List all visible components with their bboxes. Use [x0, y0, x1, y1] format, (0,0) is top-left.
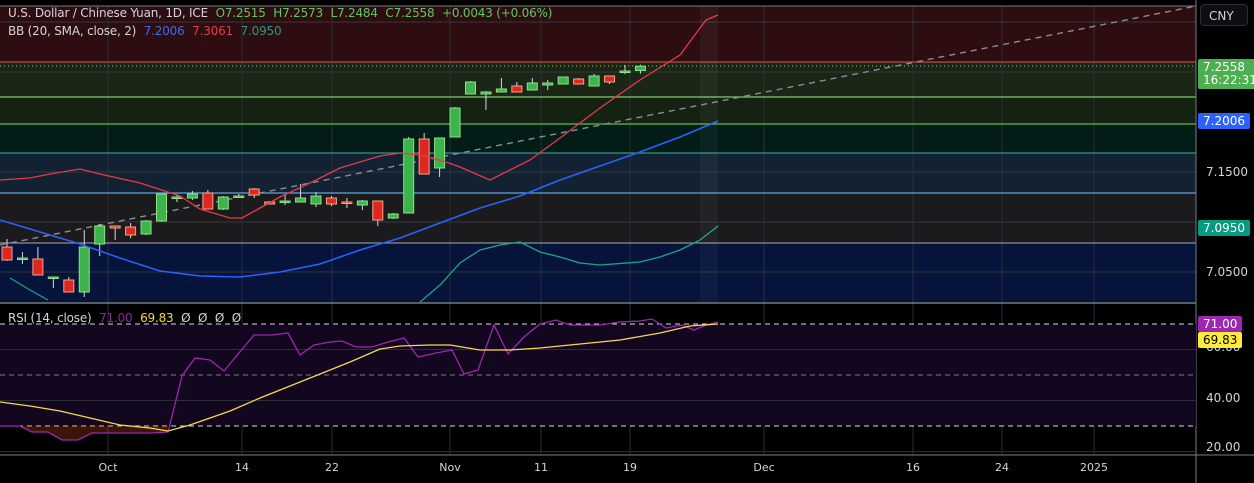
candle [47, 276, 59, 279]
price-zone-band [0, 193, 1196, 243]
rsi-tag: 71.00 [1198, 316, 1243, 332]
candle [495, 88, 507, 93]
candle [573, 78, 585, 85]
bb-basis-tag: 7.2006 [1198, 113, 1250, 129]
rsi-value: 71.00 [99, 311, 133, 325]
rsi-extra-4: Ø [231, 311, 241, 325]
currency-button[interactable]: CNY [1200, 4, 1248, 26]
candle [542, 82, 554, 86]
candle [217, 196, 229, 210]
candle [63, 279, 75, 293]
candle [125, 226, 137, 236]
price-zone-band [0, 153, 1196, 193]
symbol-legend: U.S. Dollar / Chinese Yuan, 1D, ICE O7.2… [8, 6, 556, 20]
candle [140, 220, 152, 235]
rsi-extra-3: Ø [214, 311, 225, 325]
price-tick-7-05: 7.0500 [1206, 265, 1248, 279]
time-tick-22: 22 [325, 461, 339, 474]
time-tick-14: 14 [235, 461, 249, 474]
time-tick-19: 19 [623, 461, 637, 474]
candle [78, 246, 90, 293]
rsi-line [0, 318, 719, 441]
candle [588, 75, 600, 87]
candle [511, 85, 523, 93]
price-zone-band [0, 97, 1196, 124]
bar-countdown: 16:22:31 [1203, 73, 1254, 87]
open-value: O7.2515 [215, 6, 266, 20]
candle [480, 91, 492, 95]
price-zone-band [0, 124, 1196, 153]
rsi-extra-2: Ø [197, 311, 208, 325]
time-tick-16: 16 [906, 461, 920, 474]
bb-label: BB (20, SMA, close, 2) [8, 24, 137, 38]
candle [32, 258, 44, 276]
candle [156, 193, 167, 222]
close-value: C7.2558 [385, 6, 435, 20]
bb-legend[interactable]: BB (20, SMA, close, 2) 7.2006 7.3061 7.0… [8, 24, 285, 38]
candle [434, 137, 446, 169]
candle [526, 82, 538, 91]
rsi-tick-20: 20.00 [1206, 440, 1241, 454]
candle [186, 193, 198, 199]
bb-upper-line [0, 14, 719, 219]
candle [171, 196, 183, 199]
bb-basis-line [0, 120, 719, 278]
candle [604, 75, 616, 83]
rsi-ma-tag: 69.83 [1198, 332, 1243, 348]
candle [372, 200, 384, 221]
bb-lower-value: 7.0950 [240, 24, 282, 38]
rsi-tick-40: 40.00 [1206, 391, 1241, 405]
candle [202, 192, 214, 210]
price-zone-band [0, 6, 1196, 62]
candle [634, 65, 646, 71]
symbol-title: U.S. Dollar / Chinese Yuan, 1D, ICE [8, 6, 208, 20]
candle [248, 188, 260, 196]
rsi-legend[interactable]: RSI (14, close) 71.00 69.83 Ø Ø Ø Ø [8, 311, 245, 325]
candle [233, 195, 245, 198]
last-price-value: 7.2558 [1203, 60, 1245, 74]
candle [449, 107, 461, 138]
rsi-label: RSI (14, close) [8, 311, 92, 325]
time-tick-2025: 2025 [1080, 461, 1108, 474]
price-tick-7-15: 7.1500 [1206, 165, 1248, 179]
candle [387, 213, 399, 219]
candle [465, 81, 476, 95]
bb-lower-line [419, 225, 719, 303]
candle [295, 197, 307, 203]
candle [403, 138, 415, 214]
bb-upper-value: 7.3061 [192, 24, 233, 38]
candle [325, 197, 337, 205]
candle [109, 225, 121, 229]
candle [619, 70, 631, 73]
time-tick-24: 24 [995, 461, 1009, 474]
change-value: +0.0043 (+0.06%) [442, 6, 553, 20]
candle [310, 195, 322, 205]
time-tick-11: 11 [534, 461, 548, 474]
bb-lower-tag: 7.0950 [1198, 220, 1250, 236]
low-value: L7.2484 [330, 6, 378, 20]
candle [1, 246, 13, 261]
candle [279, 200, 291, 203]
time-tick-dec: Dec [753, 461, 775, 474]
rsi-ma-line [0, 323, 719, 432]
bb-basis-value: 7.2006 [143, 24, 185, 38]
candle [341, 201, 353, 204]
rsi-ma-value: 69.83 [140, 311, 174, 325]
time-tick-oct: Oct [98, 461, 118, 474]
rsi-extra-1: Ø [181, 311, 191, 325]
trendline [0, 5, 1197, 246]
candle [16, 257, 28, 260]
candle [356, 200, 368, 206]
time-tick-nov: Nov [439, 461, 461, 474]
high-value: H7.2573 [273, 6, 323, 20]
last-price-tag: 7.2558 16:22:31 [1198, 59, 1254, 89]
candle [557, 76, 569, 85]
candle [94, 225, 106, 245]
